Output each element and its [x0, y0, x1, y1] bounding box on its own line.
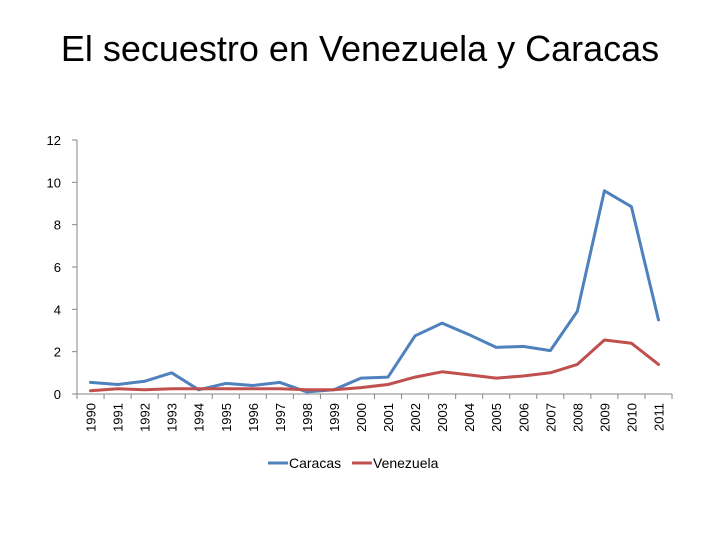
legend-label-caracas: Caracas: [289, 455, 341, 471]
x-tick-label: 2006: [516, 403, 531, 432]
y-tick-label: 2: [54, 345, 61, 360]
x-tick-label: 2003: [435, 403, 450, 432]
x-tick-label: 1995: [219, 403, 234, 432]
y-tick-label: 12: [47, 133, 61, 148]
series-line-caracas: [89, 189, 660, 394]
x-tick-label: 1999: [327, 403, 342, 432]
x-tick-label: 2010: [624, 403, 639, 432]
x-tick-label: 2004: [462, 403, 477, 432]
x-tick-label: 1990: [84, 403, 99, 432]
x-tick-label: 1996: [246, 403, 261, 432]
y-tick-labels: 0 2 4 6 8 10 12: [47, 133, 77, 402]
y-tick-label: 8: [54, 218, 61, 233]
chart-title: El secuestro en Venezuela y Caracas: [60, 28, 660, 69]
series-lines: [89, 189, 660, 394]
legend-label-venezuela: Venezuela: [373, 455, 439, 471]
x-tick-label: 1997: [273, 403, 288, 432]
x-tick-label: 2011: [651, 403, 666, 431]
x-tick-label: 2007: [543, 403, 558, 432]
x-tick-labels: 1990 1991 1992 1993 1994 1995 1996 1997 1998 1999…: [76, 394, 673, 432]
x-tick-label: 2001: [381, 403, 396, 432]
x-tick-label: 2008: [570, 403, 585, 432]
x-tick-label: 1991: [111, 403, 126, 432]
x-tick-label: 2000: [354, 403, 369, 432]
x-tick-label: 1992: [138, 403, 153, 432]
y-tick-label: 4: [54, 302, 61, 317]
y-tick-label: 10: [47, 175, 61, 190]
x-tick-label: 1993: [165, 403, 180, 432]
y-tick-label: 0: [54, 387, 61, 402]
y-tick-label: 6: [54, 260, 61, 275]
x-tick-label: 2005: [489, 403, 504, 432]
chart-legend: Caracas Venezuela: [268, 455, 439, 471]
x-tick-label: 2009: [597, 403, 612, 432]
x-tick-label: 1994: [192, 403, 207, 432]
series-line-venezuela: [89, 338, 660, 393]
chart-axes: [76, 140, 672, 395]
x-tick-label: 2002: [408, 403, 423, 432]
x-tick-label: 1998: [300, 403, 315, 432]
